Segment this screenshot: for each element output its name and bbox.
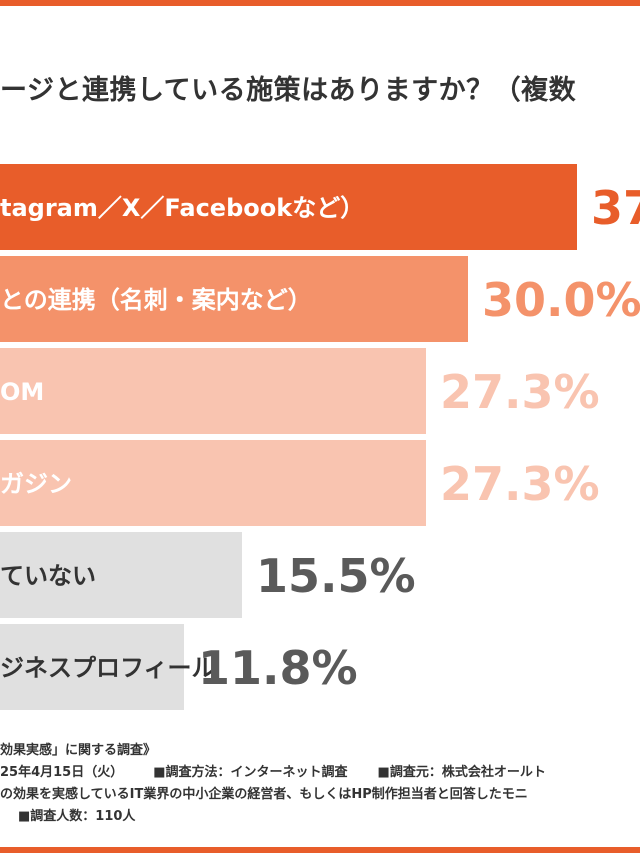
bar-1: [0, 164, 577, 250]
bar-value-label-4: 27.3%: [440, 457, 600, 511]
survey-by: ■調査元：株式会社オールト: [377, 765, 546, 780]
survey-count-line: ■調査人数：110人: [0, 806, 640, 828]
top-accent-rule: [0, 0, 640, 6]
bar-label-1: tagram／X／Facebookなど）: [0, 194, 364, 222]
survey-meta-line: 25年4月15日（火） ■調査方法：インターネット調査 ■調査元：株式会社オールト: [0, 762, 640, 784]
bar-4: [0, 440, 426, 526]
bottom-accent-rule: [0, 847, 640, 853]
bar-5: [0, 532, 242, 618]
bar-label-4: ガジン: [0, 470, 72, 498]
bar-value-label-5: 15.5%: [256, 549, 416, 603]
survey-count: ■調査人数：110人: [18, 809, 136, 824]
bar-value-label-1: 37: [591, 181, 640, 235]
bar-label-2: との連携（名刺・案内など）: [0, 286, 312, 314]
bar-label-6: ジネスプロフィール: [0, 654, 216, 682]
bar-3: [0, 348, 426, 434]
survey-name: 効果実感」に関する調査》: [0, 743, 157, 758]
survey-target: の効果を実感しているIT業界の中小企業の経営者、もしくはHP制作担当者と回答した…: [0, 787, 528, 802]
bar-value-label-2: 30.0%: [482, 273, 640, 327]
bar-6: [0, 624, 184, 710]
bar-label-3: OM: [0, 378, 44, 406]
survey-method: ■調査方法：インターネット調査: [153, 765, 348, 780]
bar-value-label-3: 27.3%: [440, 365, 600, 419]
chart-title: ージと連携している施策はありますか？（複数: [0, 75, 577, 106]
bar-label-5: ていない: [0, 562, 96, 590]
bar-2: [0, 256, 468, 342]
bar-chart: tagram／X／Facebookなど） 37 との連携（名刺・案内など） 30.0%…: [0, 164, 640, 710]
survey-footer: 効果実感」に関する調査》 25年4月15日（火） ■調査方法：インターネット調査 ■…: [0, 740, 640, 828]
bar-value-label-6: 11.8%: [198, 641, 358, 695]
survey-date: 25年4月15日（火）: [0, 765, 124, 780]
